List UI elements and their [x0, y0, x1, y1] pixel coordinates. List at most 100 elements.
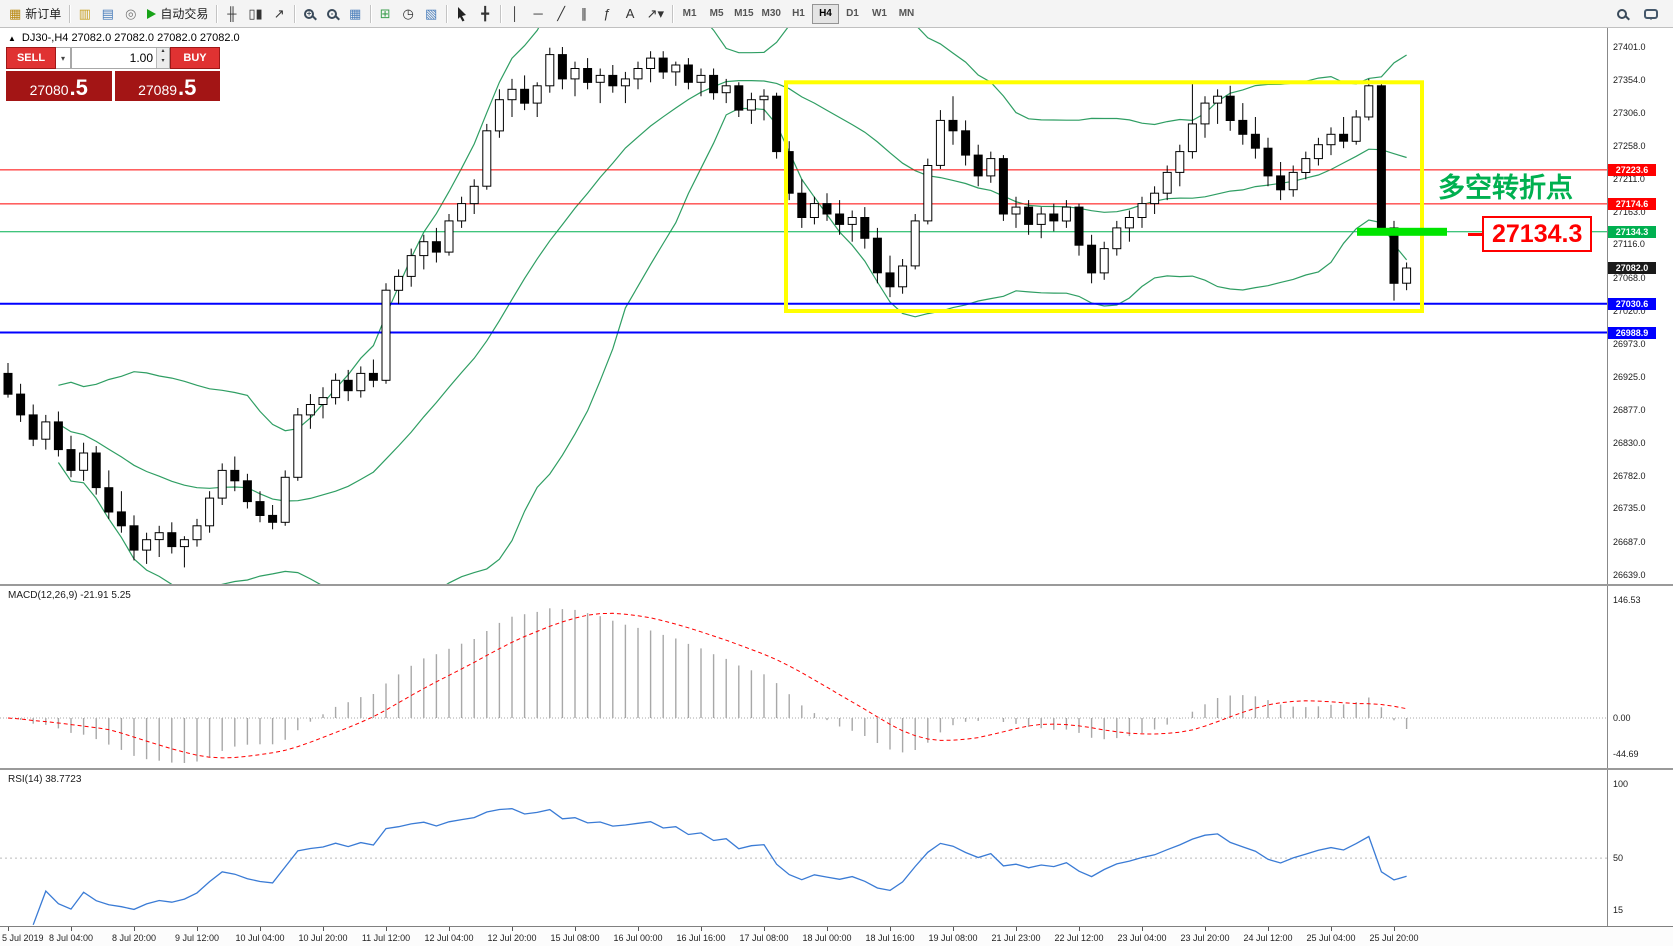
chat-button[interactable] [1639, 3, 1663, 25]
time-axis-label: 10 Jul 20:00 [298, 933, 348, 943]
buy-price-button[interactable]: 27089 .5 [114, 71, 220, 101]
autotrading-button[interactable]: 自动交易 [142, 3, 213, 25]
panel-separator[interactable] [0, 584, 1673, 586]
line-chart-button[interactable]: ↗ [268, 3, 291, 25]
price-scale-label: 27116.0 [1613, 239, 1645, 249]
rsi-panel[interactable] [0, 770, 1607, 926]
main-toolbar: ▦ 新订单 ▥ ▤ ◎ 自动交易 ╫ ▯▮ ↗ + - ▦ ⊞ ◷ ▧ ╋ │ ─ ╱ ∥ ƒ A ↗▾ M1 M5 M15 M3… [0, 0, 1673, 28]
periods-button[interactable]: ◷ [397, 3, 420, 25]
volume-up-icon[interactable]: ▴ [157, 48, 169, 58]
navigator-button[interactable]: ◎ [119, 3, 142, 25]
rsi-scale-label: 100 [1613, 779, 1629, 789]
time-axis-label: 18 Jul 00:00 [802, 933, 852, 943]
horizontal-line-icon: ─ [533, 6, 543, 21]
rsi-scale-label: 50 [1613, 853, 1624, 863]
templates-icon: ▧ [424, 6, 438, 21]
tile-windows-icon: ▦ [348, 6, 362, 21]
price-scale-label: 26687.0 [1613, 537, 1646, 547]
time-axis-label: 11 Jul 12:00 [361, 933, 411, 943]
macd-panel[interactable] [0, 586, 1607, 768]
highlight-box[interactable] [784, 80, 1424, 313]
price-scale-label: 27068.0 [1613, 273, 1646, 283]
rsi-scale-label: 15 [1613, 905, 1624, 915]
time-axis-label: 18 Jul 16:00 [865, 933, 915, 943]
market-watch-button[interactable]: ▥ [73, 3, 96, 25]
time-tick [953, 927, 954, 931]
macd-signal-line [7, 612, 1407, 759]
volume-spinner: ▴ ▾ [156, 48, 169, 68]
time-tick [71, 927, 72, 931]
time-axis[interactable]: 5 Jul 2019 8 Jul 04:00 8 Jul 20:00 9 Jul 12… [0, 926, 1673, 946]
buy-price-main: 27089 [138, 82, 178, 98]
timeframe-button-m1[interactable]: M1 [682, 8, 697, 19]
candlestick-chart-button[interactable]: ▯▮ [243, 3, 267, 25]
text-button[interactable]: A [619, 3, 642, 25]
sell-price-pips: .5 [69, 75, 88, 100]
tile-windows-button[interactable]: ▦ [344, 3, 367, 25]
sell-price-button[interactable]: 27080 .5 [6, 71, 112, 101]
trendline-button[interactable]: ╱ [550, 3, 573, 25]
macd-scale-label: -44.69 [1613, 749, 1639, 759]
volume-input[interactable] [72, 48, 156, 68]
time-tick [197, 927, 198, 931]
time-tick [386, 927, 387, 931]
autotrading-label: 自动交易 [160, 7, 209, 21]
zoom-out-button[interactable]: - [321, 3, 344, 25]
magnifier-icon [1616, 8, 1627, 19]
timeframe-button-h1[interactable]: H1 [792, 8, 805, 19]
templates-button[interactable]: ▧ [420, 3, 443, 25]
time-tick [512, 927, 513, 931]
price-scale[interactable]: 27401.0 27354.0 27306.0 27258.0 27211.0 27163… [1607, 28, 1673, 926]
toolbar-buttons: ▦ 新订单 ▥ ▤ ◎ 自动交易 ╫ ▯▮ ↗ + - ▦ ⊞ ◷ ▧ ╋ │ ─ ╱ ∥ ƒ A ↗▾ [4, 3, 676, 25]
zoom-in-button[interactable]: + [298, 3, 321, 25]
cursor-button[interactable] [450, 3, 474, 25]
data-window-button[interactable]: ▤ [96, 3, 119, 25]
price-scale-label: 27211.0 [1613, 174, 1645, 184]
volume-down-icon[interactable]: ▾ [157, 58, 169, 68]
time-tick [1394, 927, 1395, 931]
panel-separator[interactable] [0, 768, 1673, 770]
arrows-icon: ↗▾ [646, 6, 665, 21]
navigator-icon: ◎ [125, 6, 137, 21]
rsi-line [32, 808, 1407, 926]
equidistant-channel-button[interactable]: ∥ [573, 3, 596, 25]
main-chart-panel[interactable] [0, 28, 1607, 584]
buy-price-pips: .5 [178, 75, 197, 100]
price-scale-label: 26639.0 [1613, 570, 1646, 580]
chart-collapse-icon[interactable]: ▲ [8, 33, 16, 43]
one-click-trading-panel: SELL ▾ ▴ ▾ BUY 27080 .5 27089 .5 [6, 47, 220, 101]
indicators-button[interactable]: ⊞ [374, 3, 397, 25]
timeframe-toolbar: M1 M5 M15 M30 H1 H4 D1 W1 MN [676, 3, 920, 24]
time-tick [827, 927, 828, 931]
chevron-down-icon: ▾ [60, 53, 65, 63]
sell-button[interactable]: SELL [6, 47, 56, 69]
arrows-button[interactable]: ↗▾ [642, 3, 669, 25]
fibonacci-button[interactable]: ƒ [596, 3, 619, 25]
candlestick-chart[interactable] [0, 28, 1607, 584]
price-scale-label: 26735.0 [1613, 503, 1646, 513]
volume-dropdown[interactable]: ▾ [56, 47, 71, 69]
new-order-button[interactable]: ▦ 新订单 [4, 3, 66, 25]
green-highlight-segment[interactable] [1357, 227, 1447, 236]
periods-icon: ◷ [402, 6, 414, 21]
time-axis-label: 12 Jul 20:00 [487, 933, 537, 943]
cursor-icon [457, 6, 466, 21]
candles [3, 47, 1412, 568]
time-axis-label: 8 Jul 04:00 [48, 933, 94, 943]
macd-histogram [19, 608, 1408, 763]
vertical-line-button[interactable]: │ [504, 3, 527, 25]
price-scale-label: 27401.0 [1613, 42, 1646, 52]
timeframe-button-mn[interactable]: MN [898, 8, 915, 19]
crosshair-button[interactable]: ╋ [474, 3, 497, 25]
timeframe-button-m5[interactable]: M5 [709, 8, 724, 19]
search-button[interactable] [1610, 3, 1633, 25]
timeframe-button-h4[interactable]: H4 [811, 3, 839, 24]
timeframe-button-d1[interactable]: D1 [846, 8, 859, 19]
buy-button[interactable]: BUY [170, 47, 220, 69]
horizontal-line-button[interactable]: ─ [527, 3, 550, 25]
timeframe-button-m15[interactable]: M15 [734, 8, 754, 19]
timeframe-button-w1[interactable]: W1 [871, 8, 887, 19]
crosshair-icon: ╋ [481, 6, 490, 21]
timeframe-button-m30[interactable]: M30 [761, 8, 781, 19]
bar-chart-button[interactable]: ╫ [220, 3, 243, 25]
